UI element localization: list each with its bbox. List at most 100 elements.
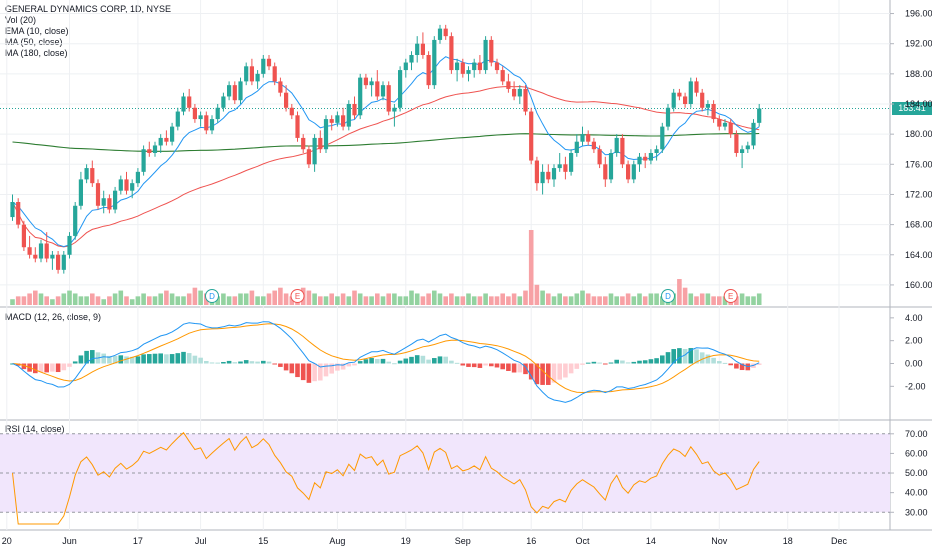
candle-body [50, 254, 55, 259]
volume-bar [414, 293, 420, 305]
volume-bar [677, 279, 682, 305]
volume-bar [90, 293, 95, 305]
x-tick-label: Jul [195, 536, 207, 546]
volume-bar [107, 296, 112, 305]
macd-tick-label: 4.00 [905, 313, 923, 323]
volume-bar [694, 296, 699, 305]
legend-title[interactable]: GENERAL DYNAMICS CORP, 1D, NYSE [5, 4, 172, 14]
candle-body [449, 36, 454, 71]
volume-bar [124, 296, 129, 305]
macd-histogram-bar [340, 363, 346, 370]
volume-bar [568, 296, 574, 305]
candle-body [358, 77, 363, 116]
volume-bar [654, 293, 659, 305]
price-tick-label: 196.00 [905, 9, 932, 19]
volume-bar [101, 299, 106, 305]
macd-histogram-bar [21, 363, 27, 370]
volume-bar [261, 296, 266, 305]
legend-ma180[interactable]: MA (180, close) [5, 48, 68, 58]
volume-bar [631, 296, 637, 305]
candle-body [694, 81, 699, 93]
macd-histogram-bar [283, 363, 289, 371]
macd-title[interactable]: MACD (12, 26, close, 9) [5, 312, 102, 322]
volume-bar [699, 293, 705, 305]
volume-bar [745, 296, 751, 305]
volume-bar [238, 293, 243, 305]
price-tick-label: 164.00 [905, 250, 932, 260]
candle-body [272, 66, 277, 82]
macd-histogram-bar [346, 363, 352, 367]
macd-histogram-bar [625, 362, 631, 364]
macd-histogram-bar [403, 358, 409, 364]
rsi-title[interactable]: RSI (14, close) [5, 424, 65, 434]
volume-bar [574, 293, 580, 305]
candle-body [523, 88, 528, 112]
macd-histogram-bar [169, 354, 175, 364]
macd-histogram-bar [414, 355, 420, 364]
volume-bar [95, 296, 101, 305]
macd-histogram-bar [523, 363, 528, 375]
legend-ema[interactable]: EMA (10, close) [5, 26, 69, 36]
candle-body [455, 62, 460, 71]
x-tick-label: Nov [711, 536, 728, 546]
volume-bar [323, 296, 329, 305]
macd-histogram-bar [705, 354, 711, 364]
x-tick-label: 16 [526, 536, 536, 546]
candle-body [620, 137, 625, 165]
volume-bar [169, 293, 175, 305]
macd-histogram-bar [141, 354, 146, 364]
volume-bar [141, 293, 146, 305]
macd-histogram-bar [221, 361, 226, 364]
macd-histogram-bar [78, 355, 84, 364]
volume-bar [72, 293, 78, 305]
candle-body [722, 122, 728, 127]
candle-body [711, 104, 716, 120]
macd-histogram-bar [375, 359, 380, 364]
ma180-line [12, 132, 760, 152]
volume-bar [534, 284, 540, 305]
volume-bar [614, 296, 619, 305]
volume-bar [642, 296, 648, 305]
volume-bar [289, 296, 295, 305]
candle-body [141, 149, 146, 172]
candle-body [284, 92, 289, 108]
legend-volume[interactable]: Vol (20) [5, 15, 37, 25]
candle-body [118, 179, 123, 191]
macd-histogram-bar [249, 361, 255, 364]
macd-histogram-bar [295, 363, 300, 378]
event-marker-label: D [209, 292, 215, 301]
macd-histogram-bar [90, 350, 95, 364]
volume-bar [500, 293, 505, 305]
volume-bar [711, 296, 716, 305]
x-tick-label: Oct [575, 536, 590, 546]
candle-body [420, 43, 425, 55]
macd-legend: MACD (12, 26, close, 9) [5, 312, 101, 323]
candle-body [261, 58, 266, 74]
candle-body [512, 88, 517, 97]
candle-body [10, 202, 15, 218]
candle-body [158, 137, 163, 146]
candle-body [232, 85, 237, 101]
macd-histogram-bar [460, 363, 466, 366]
candle-body [557, 164, 562, 169]
candle-body [198, 115, 203, 120]
candle-body [27, 247, 32, 255]
volume-bar [397, 296, 403, 305]
volume-bar [523, 290, 528, 305]
macd-histogram-bar [55, 363, 61, 373]
volume-bar [739, 293, 745, 305]
macd-histogram-bar [44, 363, 49, 373]
macd-histogram-bar [454, 362, 460, 364]
candle-body [175, 111, 180, 127]
candle-body [147, 149, 152, 153]
volume-bar [44, 296, 49, 305]
candle-body [124, 179, 129, 191]
legend-ma50[interactable]: MA (50, close) [5, 37, 63, 47]
candle-body [597, 149, 602, 165]
candle-body [569, 153, 574, 172]
volume-bar [660, 296, 665, 305]
volume-bar [50, 299, 55, 305]
candle-body [21, 224, 26, 248]
candle-body [38, 243, 44, 259]
